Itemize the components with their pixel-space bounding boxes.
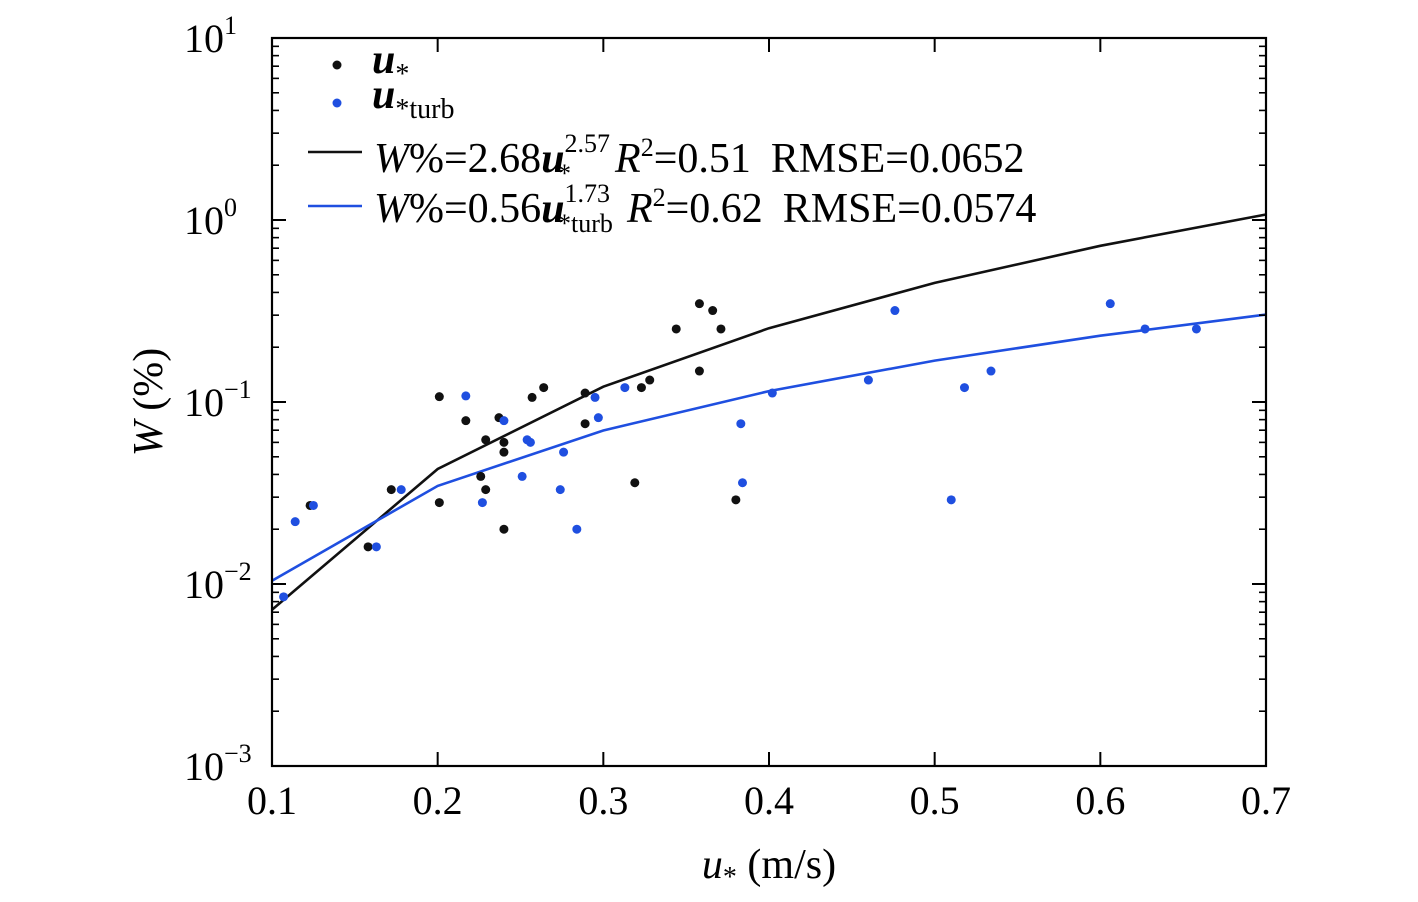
data-point-u-star	[434, 498, 444, 508]
data-point-u-star-turb	[593, 413, 603, 423]
y-tick-label: 10−2	[184, 557, 252, 607]
y-tick-label: 10−1	[184, 375, 252, 425]
legend-marker-u-star-turb	[332, 98, 342, 108]
data-point-u-star-turb	[736, 419, 746, 429]
data-point-u-star	[630, 478, 640, 488]
data-point-u-star-turb	[986, 366, 996, 376]
data-point-u-star-turb	[279, 592, 289, 602]
data-point-u-star-turb	[863, 375, 873, 385]
data-point-u-star	[694, 366, 704, 376]
data-point-u-star-turb	[946, 495, 956, 505]
data-point-u-star	[499, 437, 509, 447]
x-tick-label: 0.4	[744, 778, 794, 823]
data-point-u-star	[694, 299, 704, 309]
data-point-u-star	[499, 447, 509, 457]
data-point-u-star	[481, 485, 491, 495]
x-tick-label: 0.1	[247, 778, 297, 823]
data-point-u-star-turb	[517, 471, 527, 481]
data-point-u-star	[731, 495, 741, 505]
data-point-u-star-turb	[477, 498, 487, 508]
data-point-u-star-turb	[767, 388, 777, 398]
y-tick-label: 100	[184, 193, 237, 243]
data-point-u-star-turb	[396, 485, 406, 495]
x-tick-label: 0.7	[1241, 778, 1291, 823]
data-point-u-star-turb	[1105, 299, 1115, 309]
data-point-u-star-turb	[737, 478, 747, 488]
data-point-u-star-turb	[499, 416, 509, 426]
x-tick-label: 0.2	[413, 778, 463, 823]
data-point-u-star	[671, 324, 681, 334]
fit-line-u-star	[271, 213, 1267, 611]
data-point-u-star	[580, 388, 590, 398]
plot-marks	[271, 213, 1267, 611]
data-point-u-star-turb	[555, 485, 565, 495]
x-axis-title: u* (m/s)	[702, 842, 836, 893]
data-point-u-star-turb	[371, 542, 381, 552]
x-tick-label: 0.6	[1075, 778, 1125, 823]
x-tick-label: 0.5	[910, 778, 960, 823]
data-point-u-star	[476, 471, 486, 481]
legend-marker-u-star	[332, 60, 342, 70]
y-axis-title: W (%)	[126, 348, 172, 456]
legend-fit-u-star-turb-equation: W%=0.56u1.73 *turb R2=0.62 RMSE=0.0574	[374, 179, 1036, 238]
legend-label-u-star-turb: u*turb	[372, 72, 454, 125]
fit-line-u-star-turb	[271, 313, 1267, 582]
data-point-u-star-turb	[620, 383, 630, 393]
data-point-u-star	[636, 383, 646, 393]
data-point-u-star	[580, 419, 590, 429]
data-point-u-star	[434, 392, 444, 402]
data-point-u-star-turb	[590, 392, 600, 402]
data-point-u-star-turb	[1140, 324, 1150, 334]
data-point-u-star-turb	[1191, 324, 1201, 334]
data-point-u-star	[708, 306, 718, 316]
data-point-u-star	[386, 485, 396, 495]
data-point-u-star-turb	[308, 500, 318, 510]
data-point-u-star-turb	[461, 391, 471, 401]
legend-label-u-star: u*	[372, 37, 409, 90]
data-point-u-star	[539, 383, 549, 393]
x-tick-label: 0.3	[578, 778, 628, 823]
data-point-u-star-turb	[559, 447, 569, 457]
data-point-u-star-turb	[525, 437, 535, 447]
data-point-u-star	[716, 324, 726, 334]
data-point-u-star-turb	[959, 383, 969, 393]
data-point-u-star	[527, 392, 537, 402]
data-point-u-star	[481, 435, 491, 445]
data-point-u-star	[645, 375, 655, 385]
data-point-u-star-turb	[572, 524, 582, 534]
data-point-u-star-turb	[290, 517, 300, 527]
data-point-u-star	[461, 416, 471, 426]
axis-ticks: 0.1 0.2 0.3 0.4 0.5 0.6 0.7 10−3 10−2 10−1 100 101	[184, 11, 1291, 823]
y-tick-label: 101	[184, 11, 237, 61]
legend-fit-u-star-equation: W%=2.68u2.57 * R2=0.51 RMSE=0.0652	[374, 129, 1024, 188]
data-point-u-star	[363, 542, 373, 552]
y-tick-label: 10−3	[184, 739, 252, 789]
data-point-u-star-turb	[890, 306, 900, 316]
legend: u* u*turb W%=2.68u2.57 * R2=0.51 RMSE=0.065…	[308, 37, 1036, 238]
data-point-u-star	[499, 524, 509, 534]
